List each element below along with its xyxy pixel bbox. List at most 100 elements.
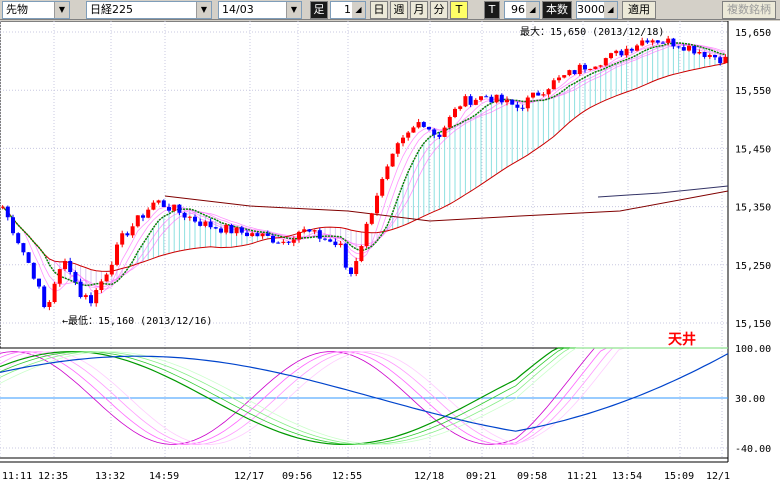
candle-body: [629, 48, 634, 51]
candle-body: [588, 68, 593, 70]
price-tick-label: 15,350: [735, 203, 771, 214]
candle-body: [463, 96, 468, 107]
candle-body: [219, 228, 223, 233]
price-tick-label: 15,250: [735, 261, 771, 272]
candle-body: [260, 233, 265, 237]
week-button[interactable]: 週: [390, 1, 408, 19]
category-select-value: 先物: [6, 3, 28, 16]
category-select[interactable]: 先物 ▼: [2, 1, 70, 19]
candle-body: [229, 224, 234, 234]
candle-body: [146, 209, 151, 218]
candle-body: [343, 243, 348, 268]
time-tick-label: 11:11: [2, 471, 32, 482]
candle-body: [525, 97, 530, 109]
day-button[interactable]: 日: [370, 1, 388, 19]
candle-body: [333, 241, 338, 246]
candle-body: [109, 264, 114, 275]
candle-body: [83, 295, 88, 298]
candle-body: [276, 242, 281, 244]
stepper-icon[interactable]: ◢: [526, 2, 539, 18]
lot-input[interactable]: 3000 ◢: [576, 1, 618, 19]
candle-body: [442, 127, 447, 137]
osc-tick-label: -40.00: [735, 444, 771, 455]
candle-body: [312, 230, 317, 232]
candle-body: [104, 274, 109, 282]
candle-body: [68, 260, 73, 273]
candle-body: [427, 126, 431, 130]
chart-area[interactable]: 15,650 15,550 15,450 15,350 15,250 15,150 100.…: [0, 20, 780, 500]
candle-body: [577, 64, 582, 74]
candle-body: [593, 66, 598, 69]
oscillator-line: [0, 347, 728, 445]
stepper-icon[interactable]: ◢: [352, 2, 365, 18]
candle-body: [687, 45, 691, 51]
candle-body: [723, 56, 728, 64]
instrument-select-value: 日経225: [90, 3, 133, 16]
candle-body: [182, 212, 187, 218]
candle-body: [250, 233, 255, 237]
count-input[interactable]: 96 ◢: [504, 1, 540, 19]
long-ma-line: [2, 62, 726, 272]
candle-body: [208, 221, 213, 228]
toolbar: 先物 ▼ 日経225 ▼ 14/03 ▼ 足 1 ◢ 日 週 月 分 T T 9…: [0, 0, 780, 20]
candle-body: [505, 99, 509, 103]
month-button[interactable]: 月: [410, 1, 428, 19]
osc-tick-label: 30.00: [735, 394, 765, 405]
candle-body: [203, 221, 208, 226]
candle-body: [551, 80, 556, 90]
period-input[interactable]: 1 ◢: [330, 1, 366, 19]
candle-body: [494, 94, 499, 103]
mid-ma-line: [164, 190, 729, 222]
time-tick-label: 15:09: [664, 471, 694, 482]
chevron-down-icon[interactable]: ▼: [54, 2, 69, 18]
candle-body: [42, 286, 47, 308]
multi-symbol-button[interactable]: 複数銘柄: [722, 1, 776, 19]
candle-body: [5, 206, 10, 218]
oscillator-line: [0, 347, 728, 445]
minute-button[interactable]: 分: [430, 1, 448, 19]
contract-select[interactable]: 14/03 ▼: [218, 1, 302, 19]
candle-body: [583, 64, 587, 70]
apply-button[interactable]: 適用: [622, 1, 656, 19]
candle-body: [645, 40, 650, 43]
candle-body: [567, 70, 572, 76]
candle-body: [198, 221, 203, 226]
time-tick-label: 11:21: [567, 471, 597, 482]
price-tick-label: 15,650: [735, 28, 771, 39]
candle-body: [26, 252, 31, 263]
candle-body: [354, 261, 359, 274]
price-chart[interactable]: 15,650 15,550 15,450 15,350 15,250 15,150 100.…: [0, 20, 780, 500]
candle-body: [167, 207, 171, 211]
candle-body: [78, 281, 83, 298]
candle-body: [31, 262, 36, 279]
candle-body: [671, 38, 676, 47]
chevron-down-icon[interactable]: ▼: [286, 2, 301, 18]
candle-body: [369, 213, 374, 224]
candle-body: [281, 241, 286, 243]
candle-body: [479, 96, 483, 100]
time-tick-label: 13:32: [95, 471, 125, 482]
candle-body: [245, 232, 249, 237]
chevron-down-icon[interactable]: ▼: [196, 2, 211, 18]
tick-button[interactable]: T: [450, 1, 468, 19]
candle-body: [635, 45, 639, 51]
candle-body: [572, 70, 577, 74]
candle-body: [432, 129, 437, 135]
min-price-label: ←最低：15,160 (2013/12/16): [62, 314, 212, 327]
time-tick-label: 12/17: [234, 471, 264, 482]
candle-body: [380, 178, 385, 196]
candle-body: [375, 195, 379, 214]
lot-value: 3000: [577, 3, 605, 16]
instrument-select[interactable]: 日経225 ▼: [86, 1, 212, 19]
candle-body: [213, 227, 218, 229]
osc-tick-label: 100.00: [735, 344, 771, 355]
candle-body: [323, 238, 327, 240]
candle-body: [515, 104, 520, 108]
candle-body: [161, 200, 166, 208]
candle-body: [359, 246, 364, 262]
time-tick-label: 13:54: [612, 471, 642, 482]
price-tick-label: 15,550: [735, 86, 771, 97]
candle-body: [437, 134, 442, 137]
stepper-icon[interactable]: ◢: [604, 2, 617, 18]
price-panel: [0, 20, 729, 349]
